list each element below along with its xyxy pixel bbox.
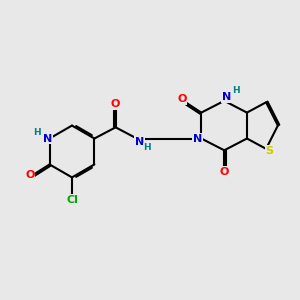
- Text: N: N: [134, 137, 144, 147]
- Text: O: O: [177, 94, 187, 104]
- Text: O: O: [25, 170, 34, 180]
- Text: O: O: [111, 99, 120, 109]
- Text: H: H: [33, 128, 41, 136]
- Text: Cl: Cl: [66, 195, 78, 205]
- Text: S: S: [266, 146, 274, 156]
- Text: O: O: [220, 167, 229, 177]
- Text: N: N: [222, 92, 231, 102]
- Text: H: H: [143, 143, 151, 152]
- Text: H: H: [232, 86, 239, 95]
- Text: N: N: [43, 134, 52, 143]
- Text: N: N: [193, 134, 203, 143]
